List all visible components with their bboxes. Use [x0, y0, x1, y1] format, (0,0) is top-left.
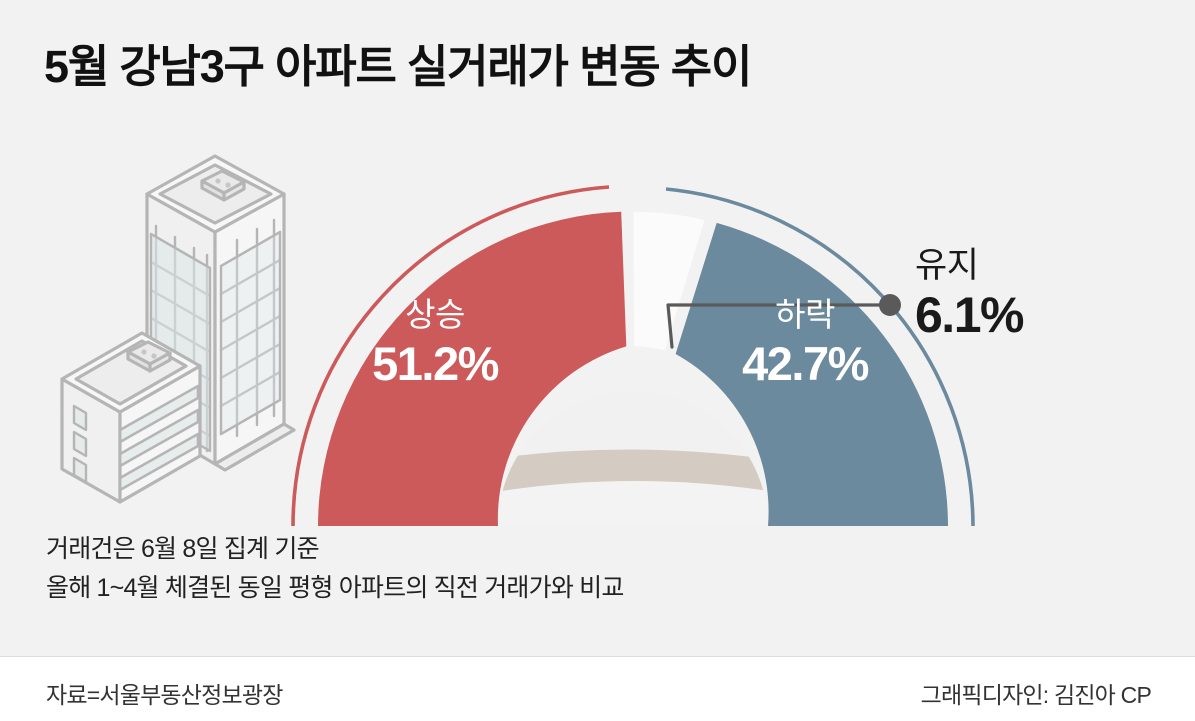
slice-up — [318, 211, 627, 526]
footer: 자료=서울부동산정보광장 그래픽디자인: 김진아 CP — [46, 676, 1152, 710]
callout-dot — [879, 294, 901, 316]
credit-label: 그래픽디자인: 김진아 CP — [920, 682, 1152, 708]
slice-value-flat: 6.1% — [915, 286, 1024, 343]
slice-down — [675, 222, 948, 526]
outline-arc-up — [291, 185, 610, 527]
footnotes: 거래건은 6월 8일 집계 기준 올해 1~4월 체결된 동일 평형 아파트의 … — [46, 530, 1046, 608]
footnote-line-2: 올해 1~4월 체결된 동일 평형 아파트의 직전 거래가와 비교 — [46, 573, 624, 602]
slice-name-flat: 유지 — [915, 246, 979, 285]
footer-divider — [0, 656, 1195, 721]
chart-stage: 상승 51.2% 하락 42.7% 유지 6.1% — [0, 118, 1195, 527]
slice-label-flat: 유지 6.1% — [915, 246, 1165, 343]
slice-flat — [633, 211, 705, 351]
semi-donut-gauge — [291, 185, 975, 527]
source-label: 자료=서울부동산정보광장 — [46, 682, 283, 708]
buildings-illustration — [60, 154, 296, 504]
page-title: 5월 강남3구 아파트 실거래가 변동 추이 — [44, 41, 752, 92]
callout-leader-line — [666, 294, 901, 349]
footnote-line-1: 거래건은 6월 8일 집계 기준 — [46, 535, 320, 563]
